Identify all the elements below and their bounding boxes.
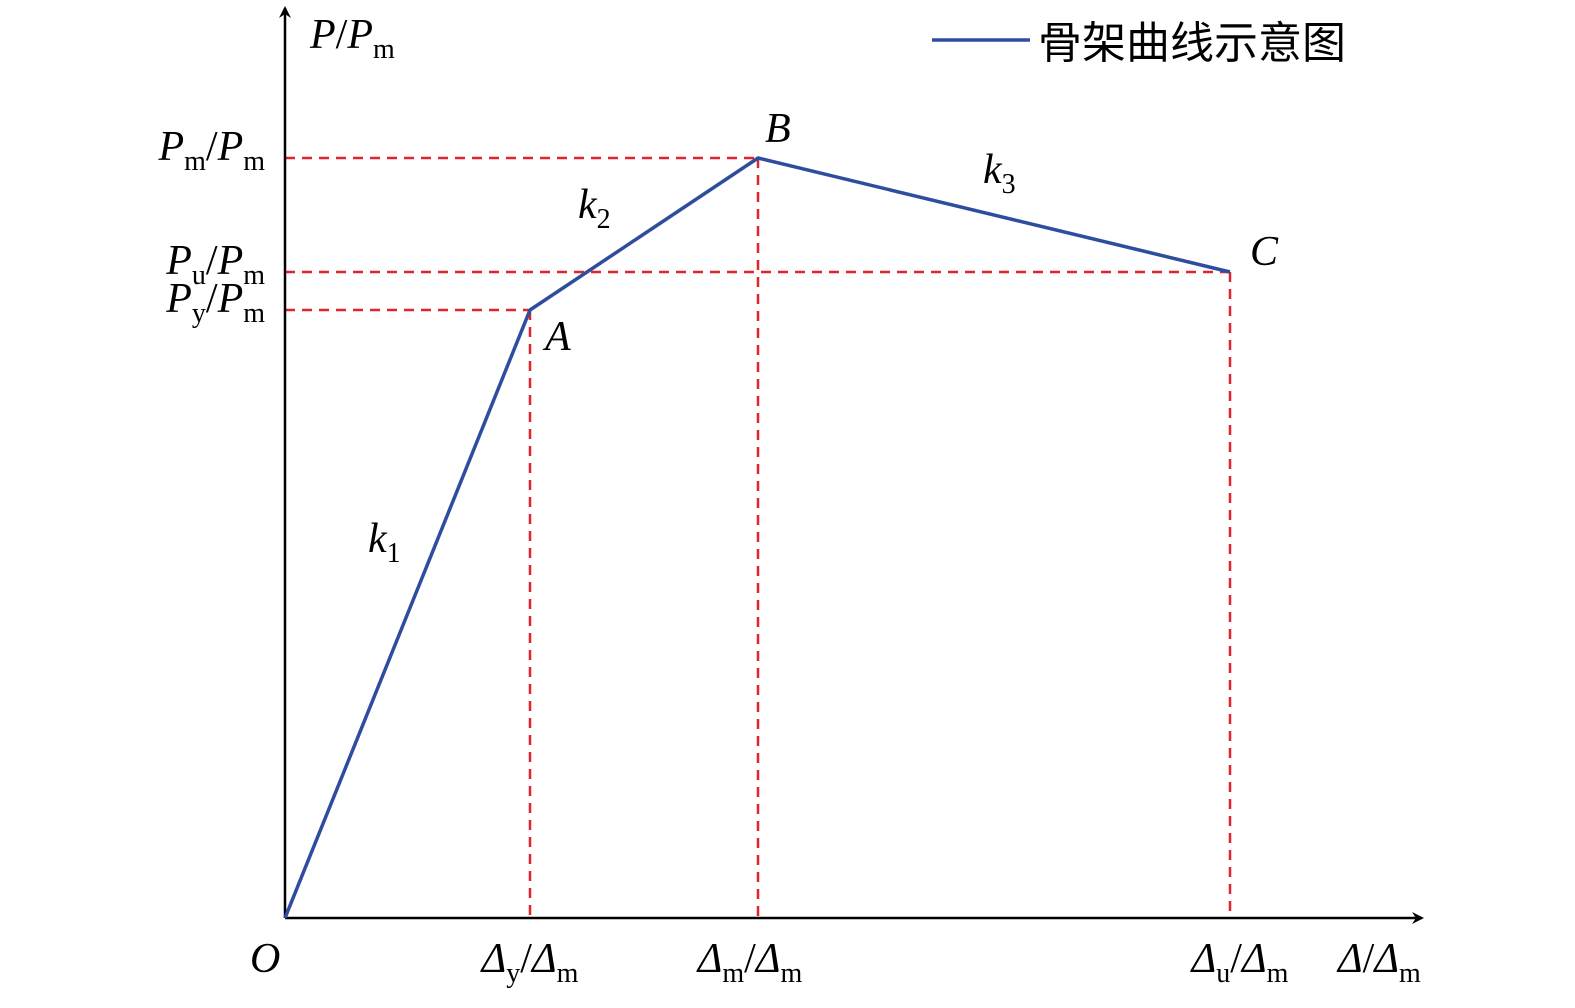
x-tick-label-part: / xyxy=(1230,936,1242,982)
x-tick-label-part: / xyxy=(520,936,532,982)
y-tick-label-part: P xyxy=(165,238,192,284)
x-tick-label-part: y xyxy=(506,958,520,989)
y-tick-label-part: m xyxy=(184,146,206,177)
y-tick-label-part: / xyxy=(206,124,218,170)
y-tick-label-part: u xyxy=(192,260,206,291)
slope-label-part: k xyxy=(983,147,1003,193)
x-axis-label-part: m xyxy=(1399,958,1421,989)
x-tick-label-part: m xyxy=(1267,958,1289,989)
guides xyxy=(285,156,1232,918)
slope-label: k1 xyxy=(368,516,401,569)
x-axis-label: Δ/Δm xyxy=(1336,936,1421,989)
y-tick-label-part: m xyxy=(243,298,265,329)
y-tick-label-part: P xyxy=(217,124,244,170)
y-tick-label-part: m xyxy=(243,260,265,291)
legend-label: 骨架曲线示意图 xyxy=(1038,19,1346,68)
skeleton-curve xyxy=(283,156,1231,919)
x-tick-label-part: Δ xyxy=(754,936,781,982)
x-tick-label: Δu/Δm xyxy=(1190,936,1289,989)
origin-label: O xyxy=(250,936,280,982)
x-tick-label-part: u xyxy=(1216,958,1230,989)
y-tick-label-part: / xyxy=(206,276,218,322)
slope-label-part: k xyxy=(578,182,598,228)
x-tick-label-part: m xyxy=(557,958,579,989)
x-tick-label-part: Δ xyxy=(696,936,723,982)
y-axis-label-part: P xyxy=(309,12,336,58)
slope-label-part: k xyxy=(368,516,388,562)
y-axis-label: P/Pm xyxy=(309,12,395,65)
x-tick-label-part: Δ xyxy=(480,936,507,982)
x-tick-label: Δm/Δm xyxy=(696,936,803,989)
x-tick-label-part: / xyxy=(744,936,756,982)
slope-label-part: 2 xyxy=(597,204,611,235)
slope-label: k3 xyxy=(983,147,1016,200)
y-axis-label-part: m xyxy=(373,34,395,65)
x-tick-label-part: Δ xyxy=(530,936,557,982)
x-tick-label-part: Δ xyxy=(1190,936,1217,982)
y-tick-label-part: y xyxy=(192,298,206,329)
y-tick-label-part: P xyxy=(165,276,192,322)
x-axis-label-part: Δ xyxy=(1336,936,1363,982)
y-tick-label: Pu/Pm xyxy=(165,238,265,291)
x-axis-label-part: / xyxy=(1363,936,1375,982)
x-axis-label-part: Δ xyxy=(1372,936,1399,982)
y-axis-label-part: P xyxy=(346,12,373,58)
y-tick-label: Py/Pm xyxy=(165,276,265,329)
y-tick-label-part: P xyxy=(217,238,244,284)
point-label: C xyxy=(1250,229,1279,275)
y-tick-label-part: / xyxy=(206,238,218,284)
y-tick-label-part: P xyxy=(157,124,184,170)
x-tick-label-part: m xyxy=(780,958,802,989)
y-tick-label: Pm/Pm xyxy=(157,124,265,177)
x-tick-label: Δy/Δm xyxy=(480,936,579,989)
y-tick-label-part: P xyxy=(217,276,244,322)
x-tick-label-part: m xyxy=(722,958,744,989)
y-tick-label-part: m xyxy=(243,146,265,177)
point-label: A xyxy=(542,314,571,360)
slope-label: k2 xyxy=(578,182,611,235)
slope-label-part: 3 xyxy=(1002,169,1016,200)
y-axis-label-part: / xyxy=(336,12,348,58)
x-tick-label-part: Δ xyxy=(1240,936,1267,982)
point-label: B xyxy=(765,106,791,152)
slope-label-part: 1 xyxy=(387,538,401,569)
